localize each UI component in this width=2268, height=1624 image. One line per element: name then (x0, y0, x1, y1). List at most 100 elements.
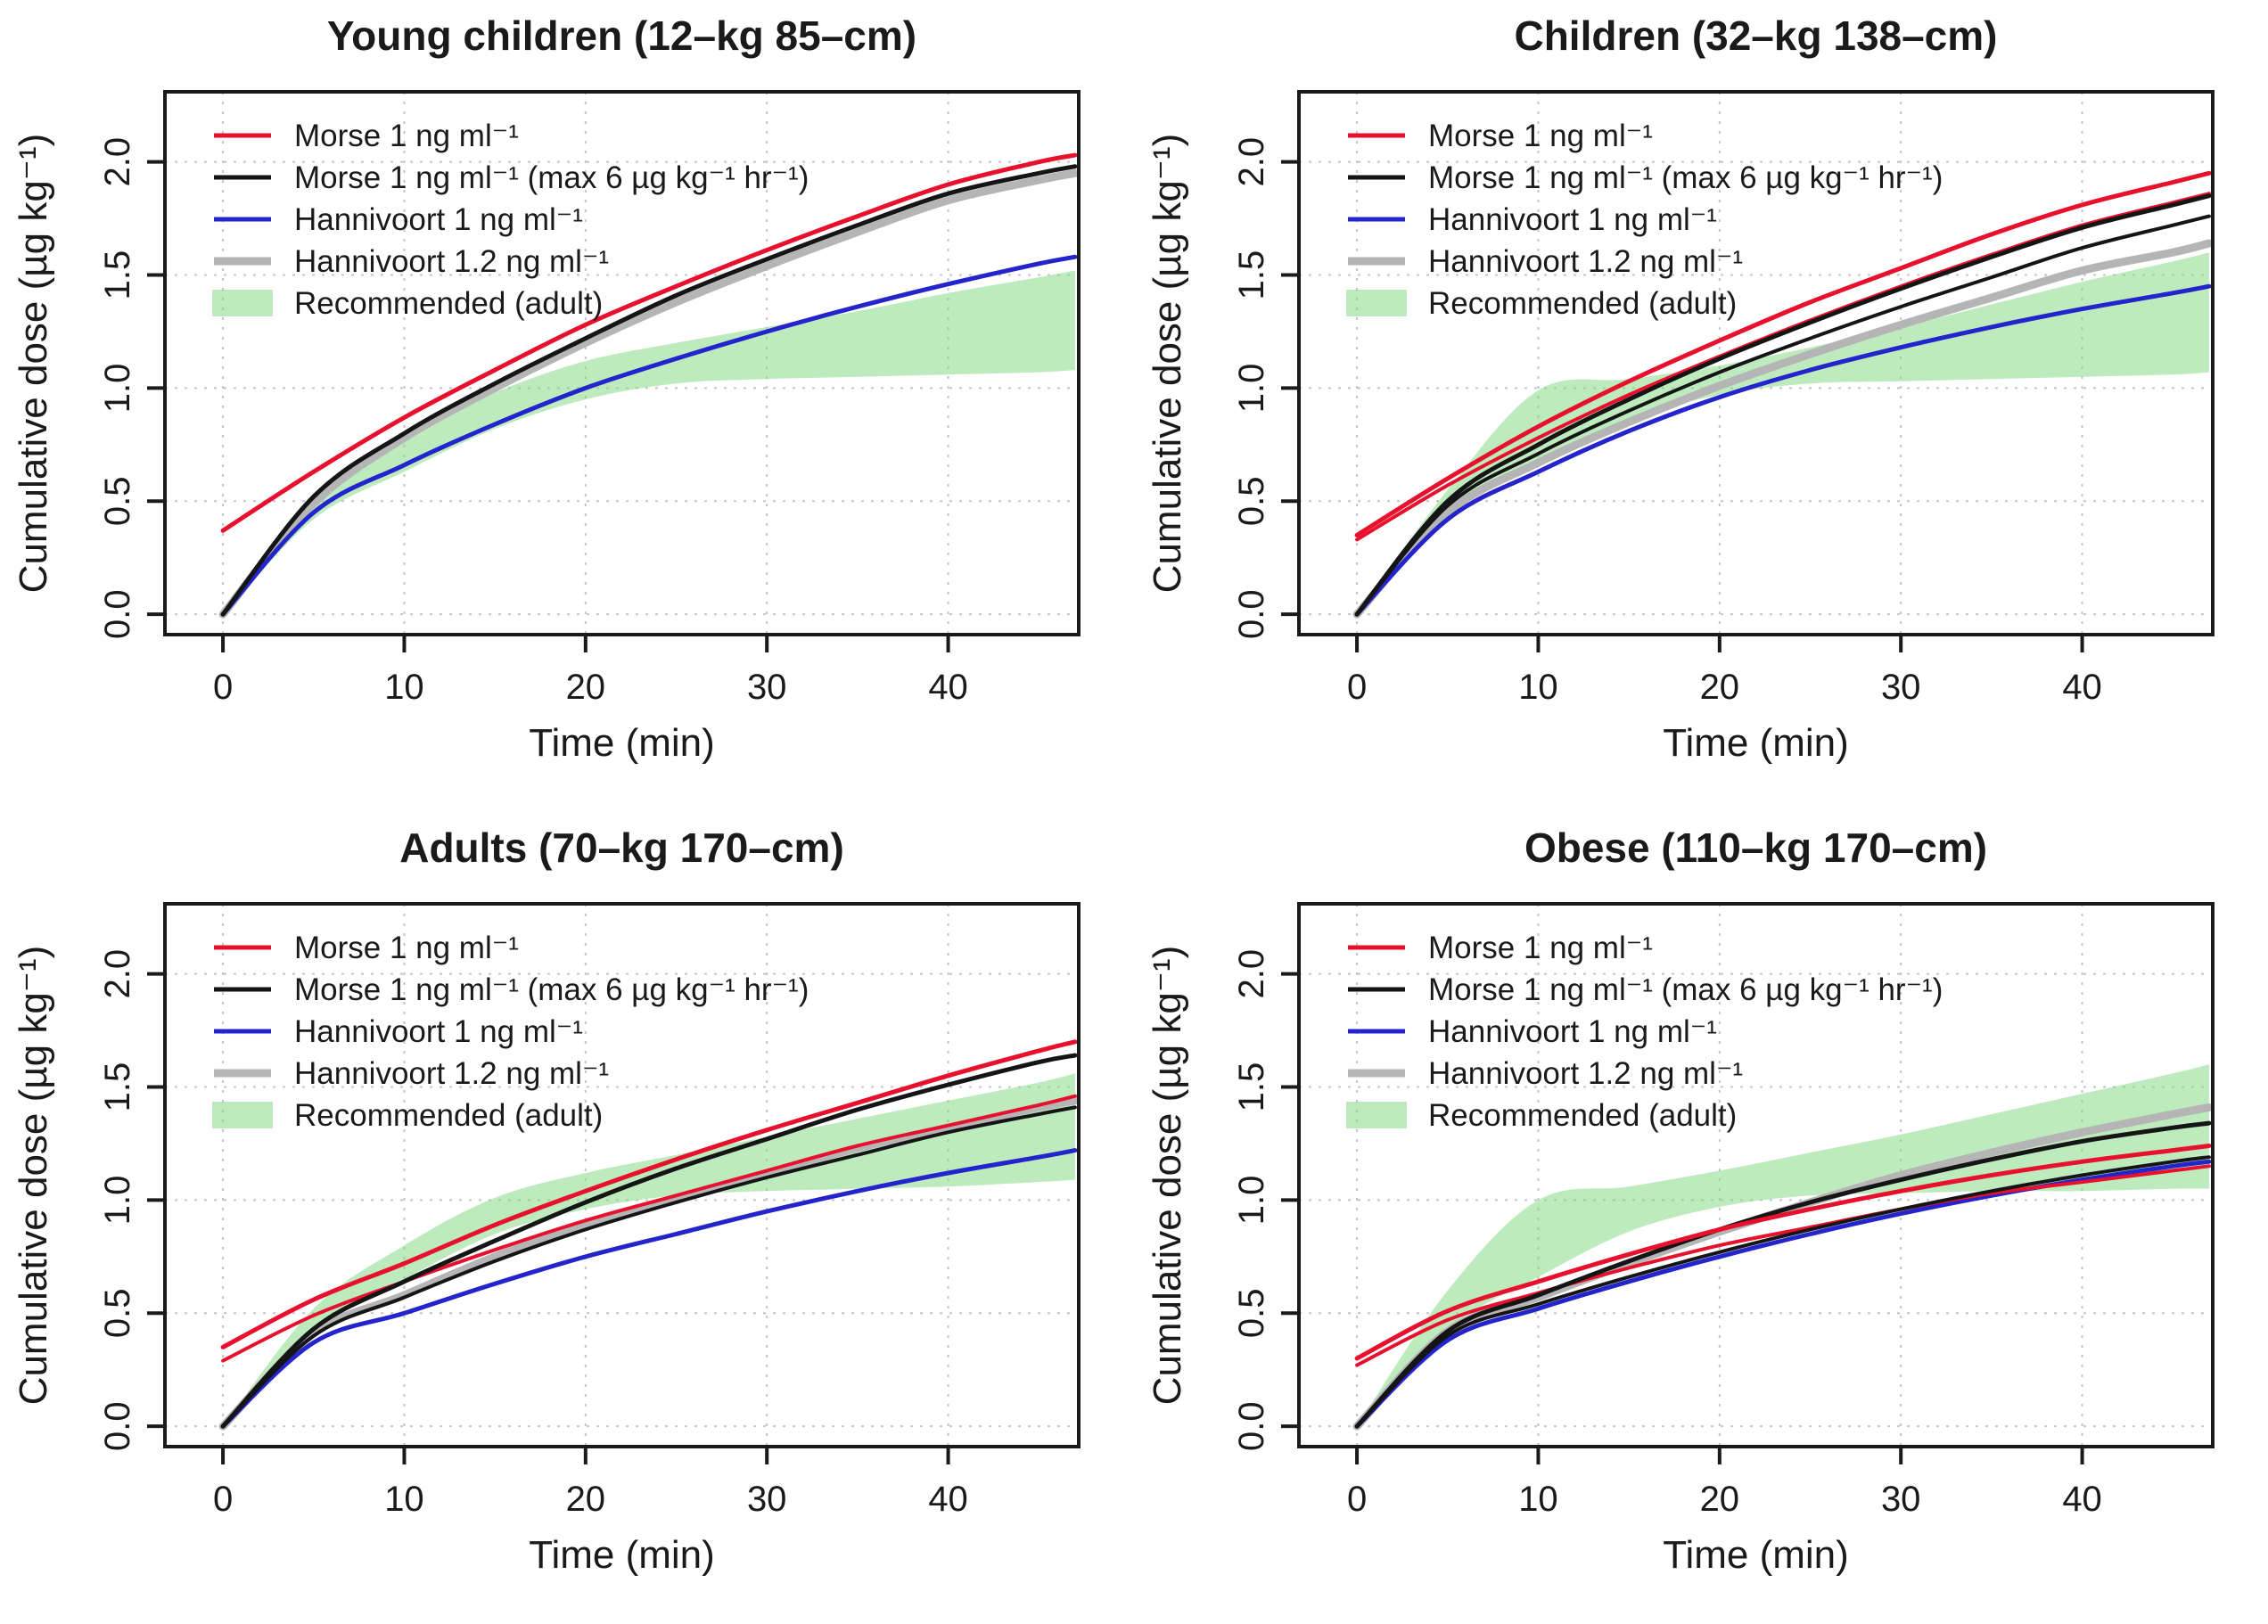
panel-young-children: 0 10 20 30 40 0.0 0.5 1.0 1.5 2.0 Time (min) Cumula… (0, 0, 1134, 812)
x-tick-label: 0 (1347, 668, 1367, 707)
legend-label: Recommended (adult) (1428, 1098, 1737, 1133)
legend-label: Morse 1 ng ml⁻¹ (max 6 µg kg⁻¹ hr⁻¹) (294, 160, 809, 195)
series-line (1355, 1155, 2211, 1429)
x-axis-title: Time (min) (1663, 1533, 1849, 1577)
x-tick-label: 10 (384, 1480, 424, 1519)
chart-svg: 0 10 20 30 40 0.0 0.5 1.0 1.5 2.0 Time (min) Cumula… (12, 824, 1081, 1577)
x-tick-label: 20 (566, 668, 606, 707)
legend-swatch-patch (212, 1102, 273, 1128)
legend-label: Hannivoort 1 ng ml⁻¹ (294, 1014, 583, 1049)
legend-label: Hannivoort 1.2 ng ml⁻¹ (1428, 244, 1743, 279)
legend: Morse 1 ng ml⁻¹ Morse 1 ng ml⁻¹ (max 6 µg… (1346, 931, 1943, 1133)
panel-obese: 0 10 20 30 40 0.0 0.5 1.0 1.5 2.0 Time (min) Cumula… (1134, 812, 2268, 1624)
y-tick-label: 1.0 (98, 1176, 137, 1226)
x-axis-title: Time (min) (529, 721, 715, 765)
plot-box (1297, 902, 2215, 1448)
legend: Morse 1 ng ml⁻¹ Morse 1 ng ml⁻¹ (max 6 µg… (1346, 119, 1943, 321)
y-tick-label: 1.0 (1232, 364, 1271, 414)
y-tick-label: 0.0 (98, 1401, 137, 1451)
panel-title: Young children (12–kg 85–cm) (327, 12, 916, 59)
x-tick-label: 10 (1518, 1480, 1558, 1519)
series-line (218, 1096, 1080, 1431)
legend-label: Recommended (adult) (1428, 286, 1737, 321)
y-axis-title: Cumulative dose (µg kg⁻¹) (1146, 134, 1189, 594)
x-tick-label: 40 (928, 668, 968, 707)
legend-label: Hannivoort 1 ng ml⁻¹ (294, 202, 583, 237)
series-line (1355, 214, 2211, 617)
legend-swatch-patch (1346, 290, 1407, 316)
series-line (1354, 1144, 2212, 1361)
x-tick-label: 10 (384, 668, 424, 707)
legend-label: Morse 1 ng ml⁻¹ (max 6 µg kg⁻¹ hr⁻¹) (1428, 972, 1943, 1007)
x-tick-label: 30 (747, 668, 787, 707)
y-tick-label: 0.0 (1232, 589, 1271, 639)
y-tick-label: 1.0 (1232, 1176, 1271, 1226)
legend: Morse 1 ng ml⁻¹ Morse 1 ng ml⁻¹ (max 6 µg… (212, 931, 809, 1133)
legend-label: Morse 1 ng ml⁻¹ (1428, 931, 1653, 965)
legend: Morse 1 ng ml⁻¹ Morse 1 ng ml⁻¹ (max 6 µg… (212, 119, 809, 321)
x-tick-label: 30 (1881, 668, 1921, 707)
legend-label: Morse 1 ng ml⁻¹ (294, 931, 519, 965)
y-tick-label: 1.5 (98, 250, 137, 300)
legend-swatch-patch (212, 290, 273, 316)
chart-svg: 0 10 20 30 40 0.0 0.5 1.0 1.5 2.0 Time (min) Cumula… (12, 12, 1081, 765)
y-tick-label: 0.5 (98, 476, 137, 526)
y-tick-label: 0.5 (1232, 1288, 1271, 1338)
series-line (1354, 1120, 2212, 1429)
legend-label: Hannivoort 1.2 ng ml⁻¹ (294, 244, 609, 279)
y-tick-label: 1.5 (98, 1062, 137, 1112)
x-tick-label: 20 (1700, 668, 1740, 707)
x-tick-label: 0 (213, 668, 233, 707)
y-axis-title: Cumulative dose (µg kg⁻¹) (1146, 946, 1189, 1406)
chart-svg: 0 10 20 30 40 0.0 0.5 1.0 1.5 2.0 Time (min) Cumula… (1146, 12, 2215, 765)
series-line (220, 1148, 1078, 1429)
panel-adults: 0 10 20 30 40 0.0 0.5 1.0 1.5 2.0 Time (min) Cumula… (0, 812, 1134, 1624)
series-line (218, 168, 1080, 619)
x-axis-title: Time (min) (529, 1533, 715, 1577)
band-recommended-adult (1357, 252, 2209, 615)
x-tick-label: 30 (747, 1480, 787, 1519)
plot-box (163, 902, 1081, 1448)
band-recommended-adult (223, 270, 1075, 615)
legend-label: Morse 1 ng ml⁻¹ (max 6 µg kg⁻¹ hr⁻¹) (294, 972, 809, 1007)
legend-label: Recommended (adult) (294, 286, 603, 321)
y-tick-label: 0.0 (98, 589, 137, 639)
y-tick-label: 1.5 (1232, 1062, 1271, 1112)
x-tick-label: 20 (566, 1480, 606, 1519)
y-tick-label: 2.0 (1232, 949, 1271, 999)
plot-box (163, 90, 1081, 636)
legend-label: Hannivoort 1 ng ml⁻¹ (1428, 1014, 1717, 1049)
series-line (221, 1094, 1077, 1363)
legend-swatch-patch (1346, 1102, 1407, 1128)
x-axis-title: Time (min) (1663, 721, 1849, 765)
y-tick-label: 1.5 (1232, 250, 1271, 300)
x-tick-label: 40 (928, 1480, 968, 1519)
x-tick-label: 40 (2062, 668, 2102, 707)
series-line (1352, 239, 2214, 619)
x-tick-label: 0 (1347, 1480, 1367, 1519)
panel-title: Children (32–kg 138–cm) (1514, 12, 1997, 59)
legend-label: Hannivoort 1 ng ml⁻¹ (1428, 202, 1717, 237)
y-tick-label: 1.0 (98, 364, 137, 414)
series-line (1354, 170, 2212, 537)
series-line (220, 1053, 1078, 1429)
y-axis-title: Cumulative dose (µg kg⁻¹) (12, 946, 55, 1406)
series-line (1355, 1164, 2211, 1367)
x-tick-label: 20 (1700, 1480, 1740, 1519)
y-axis-title: Cumulative dose (µg kg⁻¹) (12, 134, 55, 594)
series-line (221, 1105, 1077, 1429)
legend-label: Morse 1 ng ml⁻¹ (max 6 µg kg⁻¹ hr⁻¹) (1428, 160, 1943, 195)
legend-label: Hannivoort 1.2 ng ml⁻¹ (294, 1056, 609, 1091)
x-tick-label: 30 (1881, 1480, 1921, 1519)
legend-label: Recommended (adult) (294, 1098, 603, 1133)
y-tick-label: 0.0 (1232, 1401, 1271, 1451)
panel-title: Adults (70–kg 170–cm) (399, 824, 844, 871)
series-line (1354, 1159, 2212, 1429)
y-tick-label: 2.0 (98, 137, 137, 187)
legend-label: Morse 1 ng ml⁻¹ (294, 119, 519, 153)
legend-label: Morse 1 ng ml⁻¹ (1428, 119, 1653, 153)
series-line (1354, 283, 2212, 617)
series-line (220, 152, 1078, 533)
x-tick-label: 40 (2062, 1480, 2102, 1519)
